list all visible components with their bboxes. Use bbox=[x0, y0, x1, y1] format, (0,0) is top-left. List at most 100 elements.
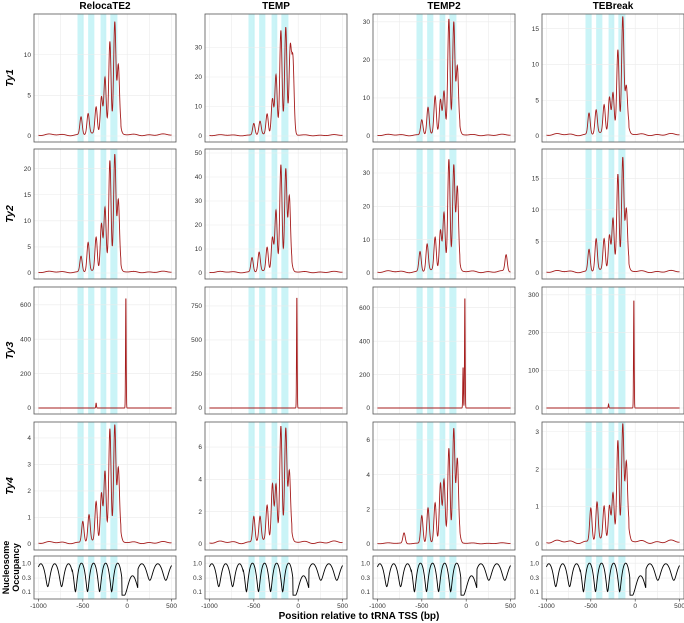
signal-line bbox=[209, 164, 343, 274]
highlight-band bbox=[439, 149, 446, 279]
highlight-band bbox=[259, 14, 266, 142]
highlight-band bbox=[427, 422, 434, 550]
signal-line bbox=[209, 297, 343, 409]
y-tick-label: 0 bbox=[366, 405, 370, 412]
highlight-band bbox=[248, 556, 255, 599]
panel-frame bbox=[204, 148, 348, 280]
highlight-band bbox=[618, 14, 626, 142]
highlight-band bbox=[618, 287, 626, 414]
highlight-band bbox=[100, 149, 107, 279]
y-tick-label: 15 bbox=[532, 175, 540, 182]
highlight-band bbox=[88, 556, 95, 599]
highlight-band bbox=[248, 287, 255, 414]
y-tick-label: 6 bbox=[366, 437, 370, 444]
panel-ty1-temp: 0 10 20 30 bbox=[195, 13, 348, 143]
panel-nucleosome-relocate2: 0.1 0.3 1.0 -1000 -500 0 500 bbox=[22, 555, 177, 610]
y-tick-label: 0 bbox=[27, 405, 31, 412]
x-tick-label: 500 bbox=[337, 603, 348, 610]
highlight-band bbox=[88, 149, 95, 279]
signal-line bbox=[209, 425, 343, 545]
y-tick-label: 5 bbox=[27, 244, 31, 251]
highlight-band bbox=[100, 556, 107, 599]
y-tick-label: 4 bbox=[198, 477, 202, 484]
panel-ty2-temp2: 0 10 20 30 bbox=[363, 148, 516, 280]
x-tick-label: -1000 bbox=[369, 603, 386, 610]
highlight-band bbox=[596, 14, 603, 142]
x-tick-label: 500 bbox=[166, 603, 177, 610]
panel-frame bbox=[372, 555, 516, 600]
y-tick-label: 2 bbox=[366, 506, 370, 513]
y-tick-label: 0.1 bbox=[530, 589, 539, 596]
panel-ty3-temp: 0 250 500 750 bbox=[191, 286, 348, 415]
y-tick-label: 0 bbox=[535, 541, 539, 548]
highlight-band bbox=[271, 149, 278, 279]
y-tick-label: 0.1 bbox=[22, 589, 31, 596]
panel-frame bbox=[33, 421, 177, 551]
x-tick-label: 500 bbox=[674, 603, 684, 610]
highlight-band bbox=[110, 287, 118, 414]
y-tick-label: 250 bbox=[191, 371, 202, 378]
panel-nucleosome-tebreak: 0.1 0.3 1.0 -1000 -500 0 500 bbox=[530, 555, 684, 610]
y-tick-label: 500 bbox=[191, 337, 202, 344]
column-title-temp: TEMP bbox=[262, 1, 290, 12]
highlight-band bbox=[416, 14, 423, 142]
panel-frame bbox=[33, 13, 177, 143]
highlight-band bbox=[618, 149, 626, 279]
y-tick-label: 1 bbox=[535, 504, 539, 511]
highlight-band bbox=[416, 556, 423, 599]
y-tick-label: 0 bbox=[198, 541, 202, 548]
highlight-band bbox=[585, 14, 592, 142]
highlight-band bbox=[77, 149, 84, 279]
y-tick-label: 0 bbox=[535, 133, 539, 140]
highlight-band bbox=[100, 422, 107, 550]
highlight-band bbox=[281, 287, 289, 414]
highlight-band bbox=[271, 287, 278, 414]
panel-ty2-tebreak: 0 5 10 15 bbox=[532, 148, 684, 280]
x-tick-label: 0 bbox=[125, 603, 129, 610]
highlight-band bbox=[427, 14, 434, 142]
nucleosome-label-line1: Nucleosome bbox=[1, 541, 11, 595]
panel-ty1-tebreak: 0 5 10 15 bbox=[532, 13, 684, 143]
column-title-temp2: TEMP2 bbox=[427, 1, 461, 12]
highlight-band bbox=[248, 422, 255, 550]
signal-line bbox=[546, 156, 680, 274]
x-tick-label: 0 bbox=[633, 603, 637, 610]
y-tick-label: 1.0 bbox=[22, 560, 31, 567]
x-tick-label: 500 bbox=[505, 603, 516, 610]
highlight-band bbox=[427, 556, 434, 599]
panel-frame bbox=[33, 555, 177, 600]
panel-ty1-temp2: 0 10 20 30 bbox=[363, 13, 516, 143]
y-tick-label: 0 bbox=[198, 270, 202, 277]
signal-line bbox=[38, 424, 172, 545]
signal-line bbox=[377, 428, 511, 545]
row-title-ty2: Ty2 bbox=[4, 205, 16, 223]
highlight-band bbox=[271, 14, 278, 142]
y-tick-label: 1.0 bbox=[361, 560, 370, 567]
highlight-band bbox=[585, 149, 592, 279]
panel-frame bbox=[372, 286, 516, 415]
y-tick-label: 200 bbox=[359, 372, 370, 379]
panel-ty2-temp: 0 10 20 30 40 50 bbox=[195, 148, 348, 280]
highlight-band bbox=[281, 422, 289, 550]
y-tick-label: 300 bbox=[528, 292, 539, 299]
row-title-ty3: Ty3 bbox=[4, 341, 16, 359]
y-tick-label: 20 bbox=[363, 204, 371, 211]
highlight-band bbox=[449, 14, 457, 142]
signal-line bbox=[546, 300, 680, 409]
y-tick-label: 0 bbox=[27, 541, 31, 548]
y-tick-label: 20 bbox=[24, 166, 32, 173]
y-tick-label: 0 bbox=[535, 405, 539, 412]
highlight-band bbox=[439, 287, 446, 414]
y-tick-label: 5 bbox=[27, 93, 31, 100]
highlight-band bbox=[585, 287, 592, 414]
y-tick-label: 0 bbox=[366, 541, 370, 548]
panel-ty1-relocate2: 0 5 10 bbox=[24, 13, 177, 143]
signal-line bbox=[38, 298, 172, 409]
row-title-ty4: Ty4 bbox=[4, 477, 16, 495]
y-tick-label: 10 bbox=[532, 207, 540, 214]
highlight-band bbox=[439, 422, 446, 550]
y-tick-label: 0 bbox=[198, 405, 202, 412]
highlight-band bbox=[77, 422, 84, 550]
highlight-band bbox=[259, 556, 266, 599]
highlight-band bbox=[618, 422, 626, 550]
